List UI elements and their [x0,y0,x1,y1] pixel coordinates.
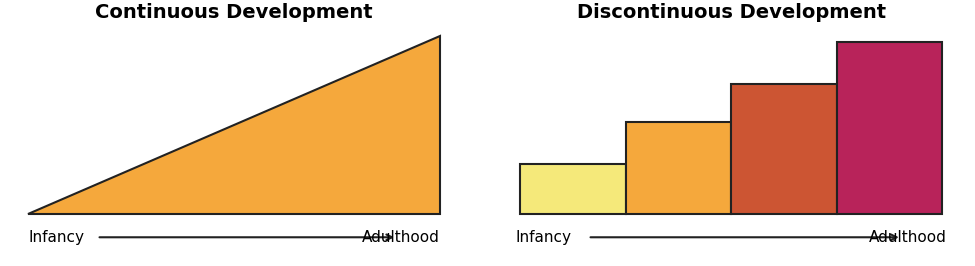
Bar [731,84,837,214]
Text: Infancy: Infancy [28,230,84,245]
Text: Adulthood: Adulthood [869,230,947,245]
Title: Discontinuous Development: Discontinuous Development [576,3,886,22]
Text: Infancy: Infancy [516,230,572,245]
Text: Adulthood: Adulthood [362,230,440,245]
Bar [626,122,731,214]
Bar [521,164,626,214]
Title: Continuous Development: Continuous Development [96,3,372,22]
Bar [837,42,942,214]
Polygon shape [28,36,440,214]
